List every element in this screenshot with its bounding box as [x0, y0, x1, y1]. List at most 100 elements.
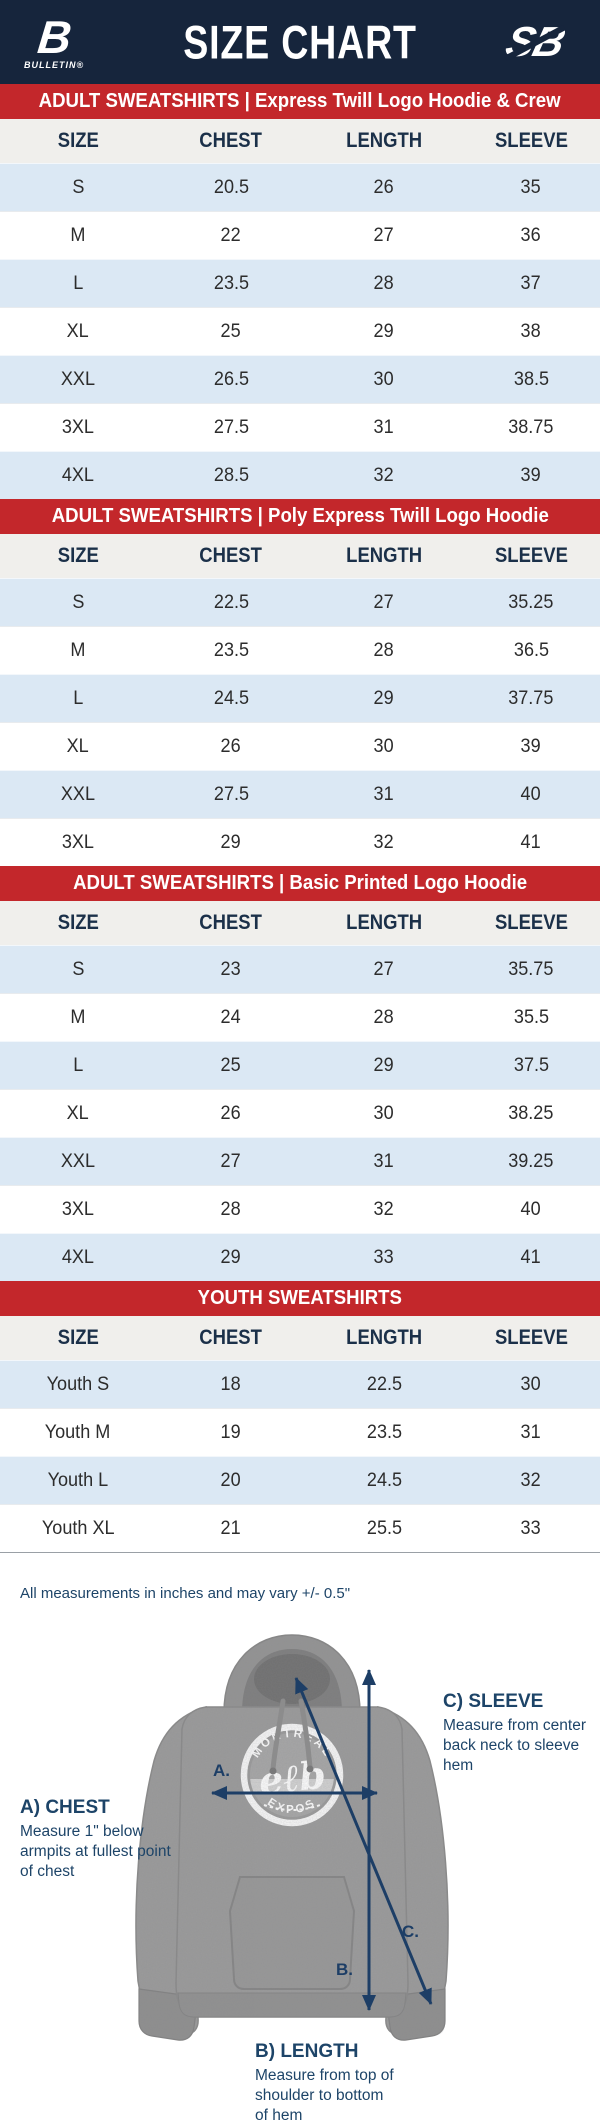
cell-value: XL [66, 735, 90, 757]
table-row: L 23.5 28 37 [0, 259, 600, 307]
cell-value: 27 [373, 958, 395, 980]
length-cell: 30 [306, 736, 462, 758]
length-cell: 33 [306, 1247, 462, 1269]
cell-value: 23 [220, 958, 242, 980]
column-header-label: SIZE [57, 1326, 99, 1349]
chest-cell: 27.5 [156, 417, 306, 439]
sleeve-cell: 37 [462, 273, 600, 295]
column-header-label: CHEST [199, 544, 263, 567]
chest-cell: 21 [156, 1518, 306, 1540]
bulletin-logo: B BULLETIN® [24, 11, 85, 70]
table-header-row: SIZE CHEST LENGTH SLEEVE [0, 901, 600, 945]
length-cell: 27 [306, 592, 462, 614]
cell-value: 21 [220, 1517, 242, 1539]
length-cell: 27 [306, 225, 462, 247]
cell-value: 30 [373, 1102, 395, 1124]
cell-value: 26 [220, 735, 242, 757]
column-header-label: CHEST [199, 911, 263, 934]
cell-value: 38.5 [513, 368, 549, 390]
cell-value: XXL [60, 783, 96, 805]
sleeve-cell: 33 [462, 1518, 600, 1540]
chest-annotation-title: A) CHEST [20, 1797, 110, 1818]
cell-value: 26 [220, 1102, 242, 1124]
measurement-note: All measurements in inches and may vary … [20, 1585, 351, 1602]
chest-cell: 23.5 [156, 273, 306, 295]
cell-value: 32 [373, 1198, 395, 1220]
column-header-label: LENGTH [346, 129, 422, 152]
hoodie-illustration: MONTRÉAL EXPOS eℓb [135, 1634, 449, 2041]
cell-value: S [71, 591, 85, 613]
cell-value: 39 [520, 735, 542, 757]
cell-value: Youth L [47, 1469, 109, 1491]
cell-value: 20.5 [213, 176, 249, 198]
cell-value: 36.5 [513, 639, 549, 661]
chest-cell: 25 [156, 1055, 306, 1077]
cell-value: XL [66, 320, 90, 342]
cell-value: 32 [520, 1469, 542, 1491]
section-title: ADULT SWEATSHIRTS | Poly Express Twill L… [51, 505, 549, 527]
length-cell: 32 [306, 832, 462, 854]
cell-value: 29 [373, 1054, 395, 1076]
cell-value: 39 [520, 464, 542, 486]
size-tables: ADULT SWEATSHIRTS | Express Twill Logo H… [0, 84, 600, 1553]
table-body: Youth S 18 22.5 30 Youth M 19 23.5 31 Youth L 20 2… [0, 1360, 600, 1552]
chest-cell: 22.5 [156, 592, 306, 614]
size-cell: XL [0, 1103, 156, 1125]
sleeve-cell: 31 [462, 1422, 600, 1444]
table-row: 3XL 28 32 40 [0, 1185, 600, 1233]
size-table-poly-express-twill: ADULT SWEATSHIRTS | Poly Express Twill L… [0, 499, 600, 866]
chest-annotation-desc: Measure 1" below armpits at fullest poin… [20, 1823, 171, 1880]
table-header-row: SIZE CHEST LENGTH SLEEVE [0, 119, 600, 163]
chest-cell: 29 [156, 832, 306, 854]
cell-value: 29 [373, 320, 395, 342]
length-cell: 30 [306, 369, 462, 391]
length-cell: 28 [306, 1007, 462, 1029]
header-banner: B BULLETIN® SIZE CHART SB [0, 0, 600, 84]
column-header-label: LENGTH [346, 1326, 422, 1349]
cell-value: 37.75 [508, 687, 554, 709]
cell-value: Youth M [45, 1421, 111, 1443]
size-cell: 4XL [0, 1247, 156, 1269]
cell-value: 25.5 [366, 1517, 402, 1539]
length-cell: 29 [306, 1055, 462, 1077]
length-arrow-label: B. [336, 1960, 353, 1979]
cell-value: 31 [373, 783, 395, 805]
cell-value: 26.5 [213, 368, 249, 390]
bulletin-logo-text: BULLETIN® [24, 59, 85, 70]
column-header-size: SIZE [0, 544, 156, 568]
table-row: S 22.5 27 35.25 [0, 578, 600, 626]
column-header-label: SLEEVE [494, 911, 568, 934]
length-cell: 31 [306, 417, 462, 439]
cell-value: 38.75 [508, 416, 554, 438]
cell-value: 38.25 [508, 1102, 554, 1124]
table-body: S 23 27 35.75 M 24 28 35.5 L 25 29 37.5 XL 26 30 38.25 X… [0, 945, 600, 1281]
column-header-label: CHEST [199, 1326, 263, 1349]
length-cell: 28 [306, 640, 462, 662]
cell-value: 37.5 [513, 1054, 549, 1076]
length-annotation-desc: Measure from top of shoulder to bottom o… [255, 2067, 394, 2124]
length-cell: 30 [306, 1103, 462, 1125]
chest-cell: 27.5 [156, 784, 306, 806]
column-header-chest: CHEST [156, 911, 306, 935]
column-header-label: SIZE [57, 544, 99, 567]
length-cell: 31 [306, 1151, 462, 1173]
chest-cell: 28 [156, 1199, 306, 1221]
sleeve-cell: 41 [462, 832, 600, 854]
cell-value: 4XL [61, 1246, 95, 1268]
column-header-size: SIZE [0, 129, 156, 153]
sleeve-cell: 36 [462, 225, 600, 247]
sleeve-cell: 38.5 [462, 369, 600, 391]
sleeve-cell: 36.5 [462, 640, 600, 662]
table-row: XL 26 30 38.25 [0, 1089, 600, 1137]
cell-value: 33 [520, 1517, 542, 1539]
cell-value: 3XL [61, 1198, 95, 1220]
column-header-length: LENGTH [306, 129, 462, 153]
sleeve-annotation-desc: Measure from center back neck to sleeve … [443, 1717, 586, 1774]
cell-value: 25 [220, 1054, 242, 1076]
sleeve-arrow-label: C. [402, 1922, 419, 1941]
cell-value: XXL [60, 368, 96, 390]
cell-value: M [70, 1006, 86, 1028]
column-header-sleeve: SLEEVE [462, 544, 600, 568]
column-header-chest: CHEST [156, 544, 306, 568]
cell-value: 27 [373, 224, 395, 246]
